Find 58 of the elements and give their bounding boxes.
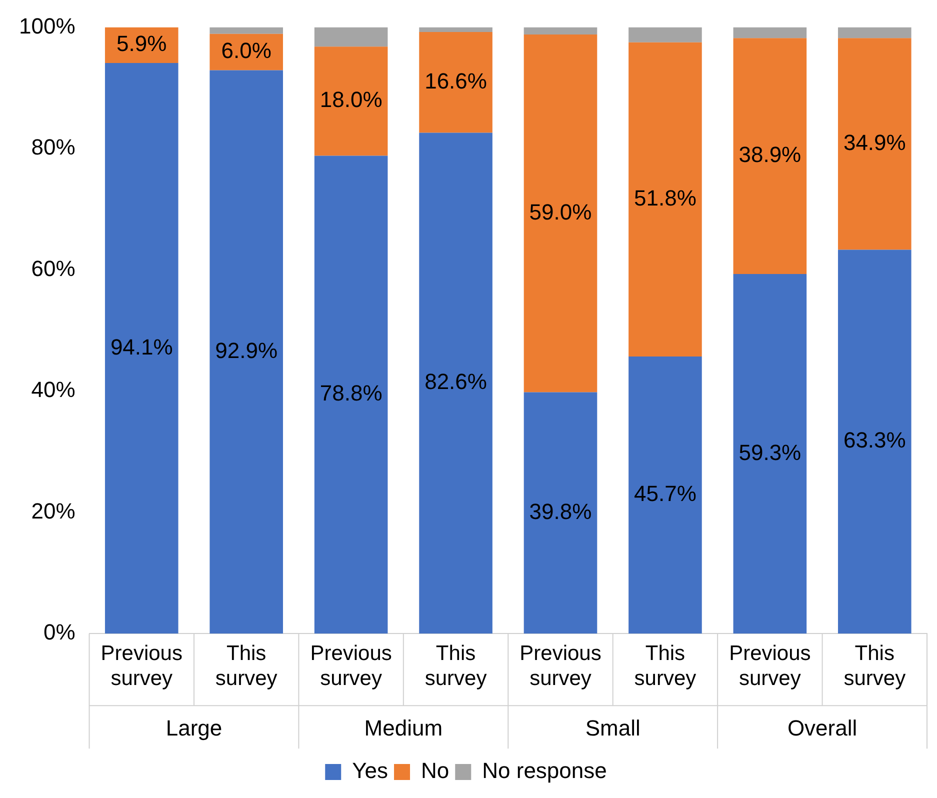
data-label: 16.6%	[424, 68, 487, 94]
data-label: 94.1%	[110, 334, 173, 360]
x-tick-label: This survey	[634, 642, 697, 690]
bar	[733, 27, 807, 38]
data-label: 18.0%	[320, 87, 382, 112]
x-tick-label: This survey	[215, 642, 278, 690]
bar	[524, 27, 598, 34]
y-tick-label: 40%	[31, 377, 76, 402]
text: Small	[585, 716, 640, 741]
bar	[524, 392, 598, 634]
bar	[733, 274, 807, 634]
data-label: 6.0%	[221, 38, 272, 64]
bar	[314, 27, 388, 47]
data-label: 5.9%	[116, 31, 167, 56]
bar	[628, 27, 702, 42]
bar	[419, 32, 492, 133]
y-tick-label: 0%	[43, 620, 76, 645]
bar	[838, 250, 912, 634]
x-tick-label: Previous survey	[729, 642, 811, 690]
bar	[314, 156, 388, 634]
x-tick-label: Previous survey	[310, 642, 392, 690]
bar	[628, 42, 702, 356]
data-label: 59.0%	[529, 199, 592, 224]
bar	[104, 62, 178, 634]
bar	[838, 27, 912, 38]
data-label: 82.6%	[424, 369, 487, 394]
data-label: 45.7%	[634, 481, 696, 506]
y-tick-label: 20%	[31, 498, 76, 524]
legend-label: No response	[482, 758, 607, 784]
x-tick-label: Previous survey	[100, 642, 182, 690]
bar	[419, 132, 492, 634]
x-tick-label: This survey	[424, 642, 488, 690]
data-label: 92.9%	[215, 338, 278, 363]
text: Large	[166, 716, 222, 741]
x-tick-label: Previous survey	[520, 642, 602, 690]
data-label: 63.3%	[843, 428, 906, 453]
legend-label: No	[421, 758, 450, 784]
text: Overall	[787, 716, 858, 741]
text: Medium	[364, 716, 443, 741]
bar	[733, 38, 807, 274]
bar	[314, 46, 388, 156]
data-label: 78.8%	[320, 380, 382, 406]
bar	[419, 27, 492, 32]
data-label: 59.3%	[738, 440, 802, 465]
y-tick-label: 100%	[18, 13, 76, 38]
legend-label: Yes	[352, 758, 388, 784]
data-label: 51.8%	[634, 185, 696, 210]
bar	[628, 356, 702, 634]
bar	[524, 34, 598, 392]
data-label: 38.9%	[738, 142, 802, 168]
y-tick-label: 60%	[31, 256, 76, 281]
data-label: 34.9%	[843, 130, 906, 155]
x-tick-label: This survey	[844, 642, 906, 690]
bar	[210, 27, 283, 34]
y-tick-label: 80%	[31, 134, 76, 160]
bar	[210, 70, 283, 634]
data-label: 39.8%	[529, 498, 592, 524]
bar	[838, 38, 912, 250]
